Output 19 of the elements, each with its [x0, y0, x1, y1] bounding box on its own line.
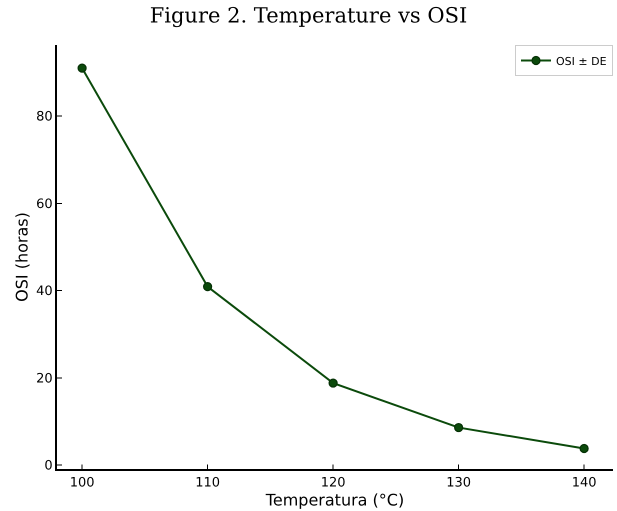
- point: [203, 282, 212, 292]
- x-tick-label: 140: [572, 475, 597, 490]
- point: [328, 378, 338, 388]
- y-tick-label: 20: [36, 371, 53, 386]
- legend-label: OSI ± DE: [556, 54, 607, 68]
- y-axis-title: OSI (horas): [12, 212, 32, 302]
- x-tick-label: 110: [195, 475, 220, 490]
- y-tick-label: 60: [36, 196, 53, 212]
- point: [78, 64, 87, 73]
- x-axis-title: Temperatura (°C): [264, 490, 404, 510]
- x-tick-label: 100: [70, 475, 95, 490]
- y-tick-label: 40: [36, 284, 53, 300]
- y-tick-label: 80: [36, 110, 53, 125]
- chart-title: Figure 2. Temperature vs OSI: [150, 3, 468, 28]
- x-tick-label: 120: [320, 475, 346, 490]
- point: [454, 422, 464, 432]
- x-tick-label: 130: [446, 475, 472, 490]
- y-tick-label: 0: [44, 458, 53, 474]
- point: [580, 444, 589, 454]
